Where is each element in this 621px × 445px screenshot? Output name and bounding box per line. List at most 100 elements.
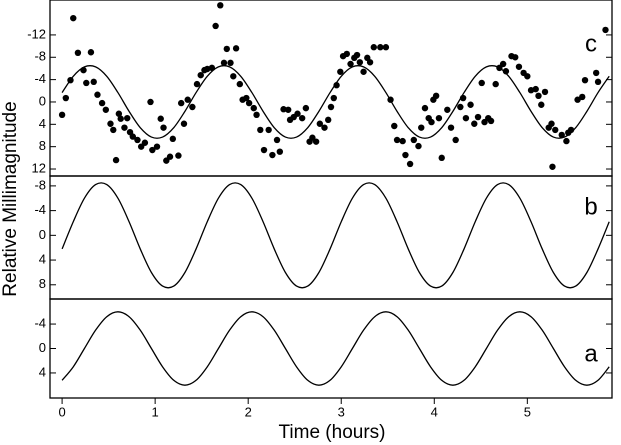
data-point — [129, 133, 137, 140]
data-point — [232, 45, 240, 52]
data-point — [487, 117, 495, 125]
y-tick-label: 4 — [39, 251, 46, 266]
data-point — [180, 120, 188, 127]
data-point — [402, 151, 409, 159]
data-point — [462, 114, 470, 122]
data-point — [549, 163, 556, 170]
data-point — [273, 136, 281, 144]
data-point — [160, 124, 167, 131]
data-point — [312, 138, 320, 145]
data-point — [548, 120, 555, 127]
data-point — [157, 115, 164, 122]
data-point — [337, 68, 344, 75]
data-point — [428, 118, 435, 126]
data-point — [581, 76, 589, 84]
data-point — [567, 126, 575, 134]
data-point — [432, 92, 440, 100]
y-tick-label: -12 — [27, 26, 46, 41]
data-point — [478, 79, 485, 87]
data-point — [360, 68, 367, 75]
data-point — [134, 136, 141, 144]
data-point — [189, 103, 196, 111]
data-point — [284, 106, 292, 113]
data-point — [280, 106, 287, 113]
data-point — [169, 135, 177, 143]
curve — [61, 311, 610, 386]
data-point — [124, 114, 131, 122]
data-point — [117, 115, 124, 122]
data-point — [83, 79, 90, 87]
data-point — [90, 78, 97, 86]
data-point — [406, 160, 414, 168]
data-point — [438, 154, 445, 162]
data-point — [502, 68, 510, 75]
y-tick-label: 0 — [39, 340, 46, 355]
y-tick-label: -8 — [34, 177, 46, 192]
data-point — [492, 80, 499, 88]
data-point — [74, 49, 82, 56]
data-point — [415, 142, 422, 150]
data-point — [98, 99, 106, 107]
data-point — [602, 26, 609, 34]
data-point — [107, 120, 114, 127]
data-point — [370, 44, 378, 51]
data-point — [452, 136, 459, 144]
data-point — [276, 148, 284, 155]
data-point — [62, 94, 70, 102]
data-point — [538, 101, 545, 108]
y-tick-label: 8 — [39, 276, 46, 291]
data-point — [243, 94, 250, 102]
y-tick-label: -4 — [34, 202, 46, 217]
data-point — [294, 110, 301, 117]
data-point — [410, 136, 418, 144]
data-point — [269, 151, 276, 159]
data-point — [421, 104, 429, 112]
data-point — [70, 14, 77, 22]
data-point — [193, 80, 201, 88]
data-point — [112, 156, 120, 164]
data-point — [382, 44, 390, 51]
data-point — [220, 59, 228, 67]
panel-frame — [49, 175, 613, 300]
data-point — [467, 101, 474, 108]
y-tick-label: 8 — [39, 138, 46, 153]
data-point — [197, 71, 204, 79]
data-point — [227, 59, 234, 67]
data-point — [347, 60, 354, 68]
data-point — [80, 66, 87, 74]
data-point — [387, 96, 394, 103]
data-point — [418, 124, 425, 131]
data-point — [393, 136, 401, 144]
data-point — [302, 104, 310, 112]
data-point — [366, 59, 374, 66]
data-point — [58, 111, 66, 119]
data-point — [343, 50, 351, 58]
data-point — [121, 124, 128, 131]
data-point — [515, 63, 523, 70]
data-point — [399, 137, 406, 145]
data-point — [166, 153, 174, 160]
data-point — [558, 131, 565, 139]
x-tick-label: 0 — [58, 404, 65, 419]
data-point — [115, 110, 123, 117]
data-point — [447, 124, 455, 131]
data-point — [532, 85, 539, 93]
data-point — [94, 91, 101, 98]
data-point — [236, 80, 244, 88]
data-point — [298, 114, 306, 122]
data-point — [147, 98, 154, 106]
y-tick-label: -4 — [34, 71, 46, 86]
data-point — [110, 126, 117, 134]
data-point — [459, 94, 467, 102]
data-point — [102, 106, 110, 113]
data-point — [257, 126, 264, 134]
data-point — [552, 126, 559, 134]
data-point — [563, 137, 570, 145]
y-tick-label: 0 — [39, 227, 46, 242]
x-tick-label: 1 — [152, 404, 159, 419]
data-point — [223, 45, 230, 53]
data-point — [594, 78, 602, 86]
panel-label: b — [584, 193, 597, 220]
